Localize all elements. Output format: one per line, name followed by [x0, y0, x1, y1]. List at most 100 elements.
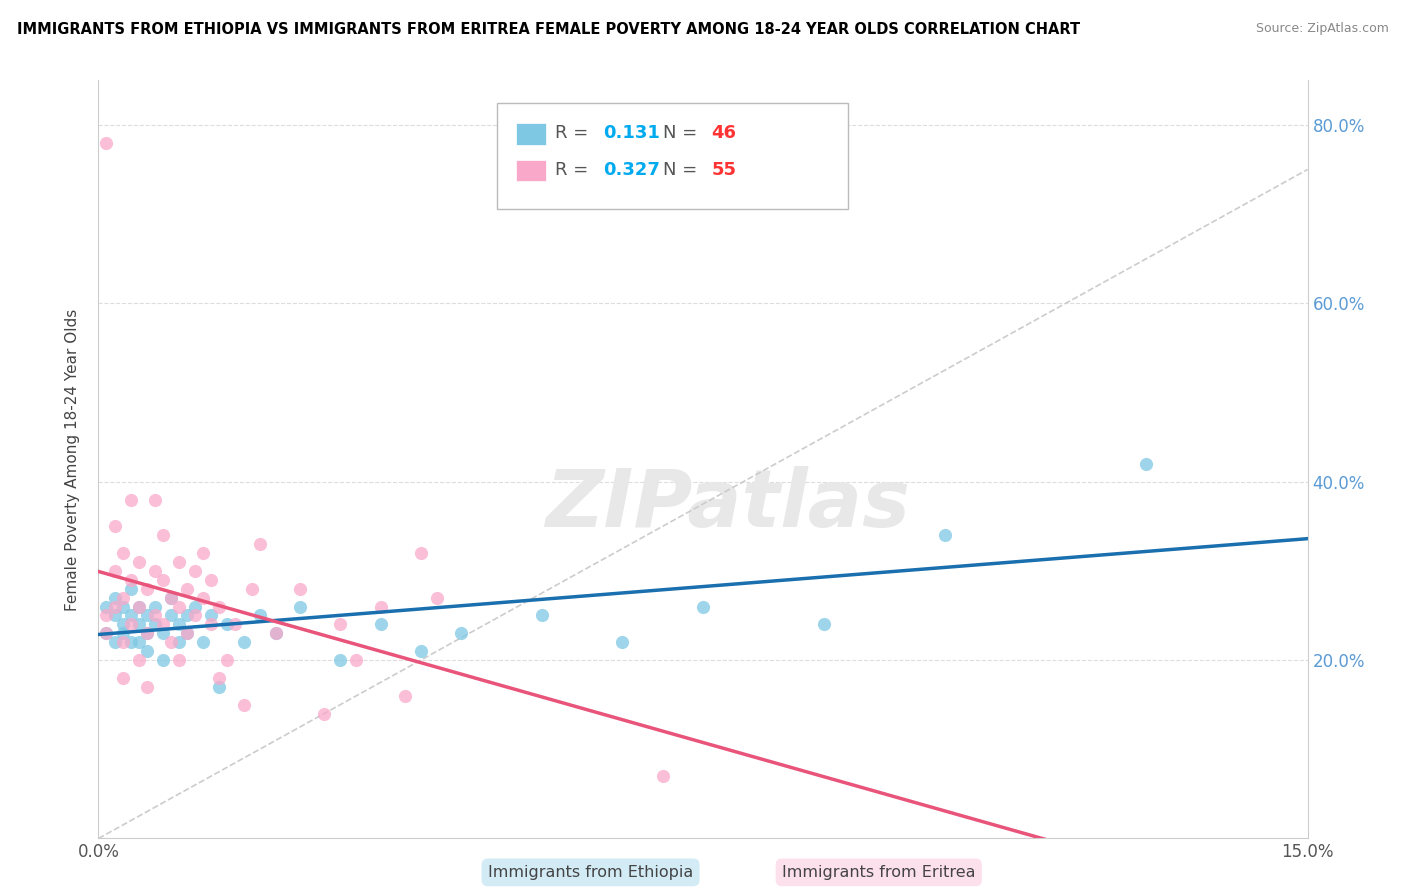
Point — [152, 626, 174, 640]
Point — [120, 582, 142, 596]
Text: Source: ZipAtlas.com: Source: ZipAtlas.com — [1256, 22, 1389, 36]
Point — [193, 591, 215, 605]
Point — [128, 617, 150, 632]
Point — [160, 591, 183, 605]
Point — [167, 599, 190, 614]
Point — [934, 528, 956, 542]
Point — [193, 635, 215, 649]
Point — [167, 555, 190, 569]
Point — [120, 573, 142, 587]
Point — [370, 599, 392, 614]
Point — [249, 537, 271, 551]
Point — [135, 582, 157, 596]
Point — [103, 564, 125, 578]
Point — [813, 617, 835, 632]
Y-axis label: Female Poverty Among 18-24 Year Olds: Female Poverty Among 18-24 Year Olds — [65, 309, 80, 610]
Point — [111, 591, 134, 605]
Point — [200, 573, 222, 587]
Point — [409, 644, 432, 658]
Point — [135, 644, 157, 658]
Point — [208, 671, 231, 685]
Point — [200, 617, 222, 632]
Text: R =: R = — [555, 124, 595, 143]
Text: 55: 55 — [711, 161, 737, 178]
Point — [288, 582, 311, 596]
Point — [344, 653, 367, 667]
Point — [103, 591, 125, 605]
Point — [167, 635, 190, 649]
Point — [651, 769, 673, 783]
Point — [111, 546, 134, 560]
Point — [120, 492, 142, 507]
Point — [329, 617, 352, 632]
Point — [128, 653, 150, 667]
Point — [152, 617, 174, 632]
Point — [143, 608, 166, 623]
Point — [232, 698, 254, 712]
Text: 0.131: 0.131 — [603, 124, 659, 143]
Point — [160, 591, 183, 605]
Point — [240, 582, 263, 596]
Point — [184, 564, 207, 578]
Point — [160, 635, 183, 649]
Point — [135, 626, 157, 640]
Point — [692, 599, 714, 614]
Text: IMMIGRANTS FROM ETHIOPIA VS IMMIGRANTS FROM ERITREA FEMALE POVERTY AMONG 18-24 Y: IMMIGRANTS FROM ETHIOPIA VS IMMIGRANTS F… — [17, 22, 1080, 37]
Point — [217, 617, 239, 632]
Point — [208, 599, 231, 614]
Point — [1135, 457, 1157, 471]
Text: R =: R = — [555, 161, 595, 178]
Point — [152, 528, 174, 542]
Text: ZIPatlas: ZIPatlas — [544, 466, 910, 544]
Point — [96, 626, 118, 640]
Point — [135, 608, 157, 623]
Point — [217, 653, 239, 667]
Point — [103, 635, 125, 649]
Point — [143, 617, 166, 632]
Point — [152, 573, 174, 587]
Point — [176, 626, 198, 640]
Point — [143, 564, 166, 578]
Point — [200, 608, 222, 623]
Point — [96, 599, 118, 614]
Point — [329, 653, 352, 667]
Point — [249, 608, 271, 623]
Point — [103, 608, 125, 623]
Point — [426, 591, 449, 605]
Point — [208, 680, 231, 694]
Point — [176, 608, 198, 623]
FancyBboxPatch shape — [516, 123, 546, 145]
Point — [120, 608, 142, 623]
Point — [184, 608, 207, 623]
Point — [612, 635, 634, 649]
Point — [103, 599, 125, 614]
Point — [232, 635, 254, 649]
Point — [409, 546, 432, 560]
Point — [167, 653, 190, 667]
Text: 0.327: 0.327 — [603, 161, 659, 178]
Point — [120, 635, 142, 649]
Point — [111, 617, 134, 632]
Point — [143, 492, 166, 507]
Point — [184, 599, 207, 614]
Point — [128, 599, 150, 614]
Point — [143, 599, 166, 614]
Point — [450, 626, 472, 640]
Text: Immigrants from Ethiopia: Immigrants from Ethiopia — [488, 865, 693, 880]
FancyBboxPatch shape — [516, 160, 546, 181]
Text: N =: N = — [664, 124, 703, 143]
Point — [167, 617, 190, 632]
Text: 46: 46 — [711, 124, 737, 143]
Point — [160, 608, 183, 623]
Point — [111, 626, 134, 640]
Point — [152, 653, 174, 667]
Point — [193, 546, 215, 560]
Text: Immigrants from Eritrea: Immigrants from Eritrea — [782, 865, 976, 880]
Point — [224, 617, 246, 632]
Point — [370, 617, 392, 632]
Point — [111, 635, 134, 649]
Point — [128, 635, 150, 649]
Point — [120, 617, 142, 632]
Point — [530, 608, 553, 623]
Point — [394, 689, 416, 703]
